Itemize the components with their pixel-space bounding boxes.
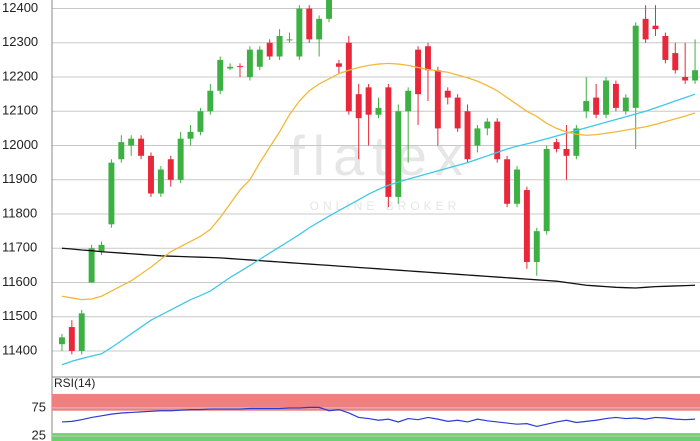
candle-body xyxy=(207,90,214,112)
y-tick-label: 12100 xyxy=(2,103,38,118)
candle-body xyxy=(345,42,352,112)
candle-body xyxy=(494,121,501,160)
indicator-tick-label: 25 xyxy=(32,427,46,441)
y-tick-label: 11400 xyxy=(2,342,37,357)
watermark-logo: flatex xyxy=(289,124,471,187)
candle-body xyxy=(58,337,65,345)
candle-body xyxy=(246,49,253,78)
candle-body xyxy=(128,138,135,146)
y-tick-label: 11500 xyxy=(2,308,37,323)
candle-body xyxy=(157,169,164,194)
candle-body xyxy=(533,231,540,262)
y-tick-label: 11700 xyxy=(2,240,37,255)
candle-body xyxy=(434,70,441,129)
moving-average-line xyxy=(61,247,696,289)
candle-body xyxy=(424,46,431,71)
candle-body xyxy=(464,111,471,160)
y-tick-label: 11800 xyxy=(2,205,37,220)
moving-average-line xyxy=(61,93,696,366)
watermark-tagline: ONLINE BROKER xyxy=(310,199,461,213)
candle-body xyxy=(622,97,629,112)
candle-body xyxy=(523,190,530,262)
candle-body xyxy=(68,327,75,352)
candle-body xyxy=(335,63,342,67)
candle-body xyxy=(385,87,392,197)
candle-body xyxy=(395,111,402,197)
y-tick-label: 12200 xyxy=(2,68,38,83)
candle-body xyxy=(405,90,412,112)
candle-body xyxy=(227,66,234,69)
candle-body xyxy=(266,42,273,57)
candle-body xyxy=(167,159,174,180)
candle-body xyxy=(296,8,303,57)
candle-body xyxy=(306,8,313,40)
candle-body xyxy=(612,83,619,108)
candle-body xyxy=(256,49,263,67)
candle-body xyxy=(563,148,570,156)
candle-body xyxy=(326,0,333,19)
candle-body xyxy=(316,18,323,40)
candle-body xyxy=(444,90,451,98)
candle-body xyxy=(415,49,422,95)
y-tick-label: 12000 xyxy=(2,137,38,152)
candle-body xyxy=(148,155,154,194)
indicator-tick-label: 75 xyxy=(32,399,46,414)
candle-body xyxy=(286,39,293,41)
candle-body xyxy=(662,35,669,60)
candle-body xyxy=(118,142,125,160)
y-tick-label: 11600 xyxy=(2,274,37,289)
candle-body xyxy=(88,248,95,283)
candle-body xyxy=(197,111,204,132)
candle-body xyxy=(355,94,362,119)
candle-body xyxy=(187,131,194,139)
candle-body xyxy=(573,128,580,156)
candle-body xyxy=(365,87,372,115)
candle-body xyxy=(78,313,85,352)
indicator-line xyxy=(61,406,696,428)
candle-body xyxy=(672,53,679,71)
candle-body xyxy=(177,138,184,180)
y-tick-label: 11900 xyxy=(2,171,37,186)
indicator-band xyxy=(52,393,700,411)
candle-body xyxy=(553,142,560,149)
candle-body xyxy=(593,97,600,115)
candle-body xyxy=(98,244,105,252)
candle-body xyxy=(514,169,520,204)
candle-body xyxy=(237,66,243,68)
candle-body xyxy=(276,35,283,57)
candle-body xyxy=(217,59,224,91)
candle-body xyxy=(474,128,481,146)
candle-body xyxy=(583,101,590,112)
candle-body xyxy=(375,107,382,115)
candle-body xyxy=(454,97,461,129)
candle-body xyxy=(632,25,639,108)
candle-body xyxy=(682,77,689,81)
y-tick-label: 12400 xyxy=(2,0,38,15)
candle-body xyxy=(138,138,145,156)
candle-body xyxy=(642,18,649,40)
candle-body xyxy=(504,159,511,204)
candle-body xyxy=(692,70,699,81)
candle-body xyxy=(484,121,491,129)
y-tick-label: 12300 xyxy=(2,34,38,49)
candle-body xyxy=(652,25,659,30)
indicator-title: RSI(14) xyxy=(54,376,95,390)
candle-body xyxy=(108,162,115,225)
candle-body xyxy=(603,80,609,115)
indicator-band xyxy=(52,433,700,441)
moving-average-line xyxy=(61,62,696,301)
candle-body xyxy=(543,148,550,232)
